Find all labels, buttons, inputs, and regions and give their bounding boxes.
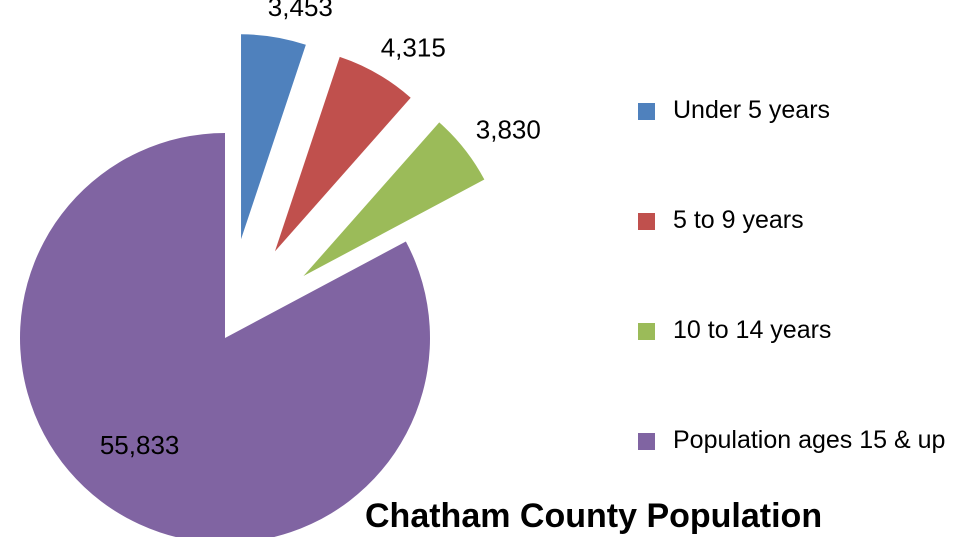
- legend-swatch: [638, 213, 655, 230]
- data-label: 55,833: [100, 430, 180, 460]
- pie-slice: [241, 34, 306, 240]
- legend-swatch: [638, 433, 655, 450]
- legend-item: 10 to 14 years: [638, 312, 968, 422]
- legend: Under 5 years 5 to 9 years 10 to 14 years P…: [638, 92, 968, 532]
- legend-label: Under 5 years: [673, 96, 831, 124]
- legend-label: 10 to 14 years: [673, 316, 832, 344]
- chart-title: Chatham County Population: [365, 497, 822, 535]
- legend-item: Under 5 years: [638, 92, 968, 202]
- data-label: 3,830: [476, 114, 541, 144]
- data-label: 3,453: [268, 0, 333, 22]
- legend-swatch: [638, 323, 655, 340]
- legend-item: 5 to 9 years: [638, 202, 968, 312]
- legend-label: Population ages 15 & up: [673, 426, 946, 454]
- pie-slice: [274, 56, 411, 252]
- data-label: 4,315: [381, 32, 446, 62]
- legend-label: 5 to 9 years: [673, 206, 804, 234]
- pie-slice: [20, 133, 430, 537]
- legend-item: Population ages 15 & up: [638, 422, 968, 532]
- pie-slice: [303, 122, 485, 277]
- legend-swatch: [638, 103, 655, 120]
